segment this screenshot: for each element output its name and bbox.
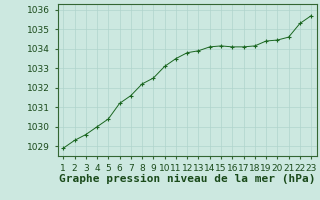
X-axis label: Graphe pression niveau de la mer (hPa): Graphe pression niveau de la mer (hPa) xyxy=(59,174,316,184)
